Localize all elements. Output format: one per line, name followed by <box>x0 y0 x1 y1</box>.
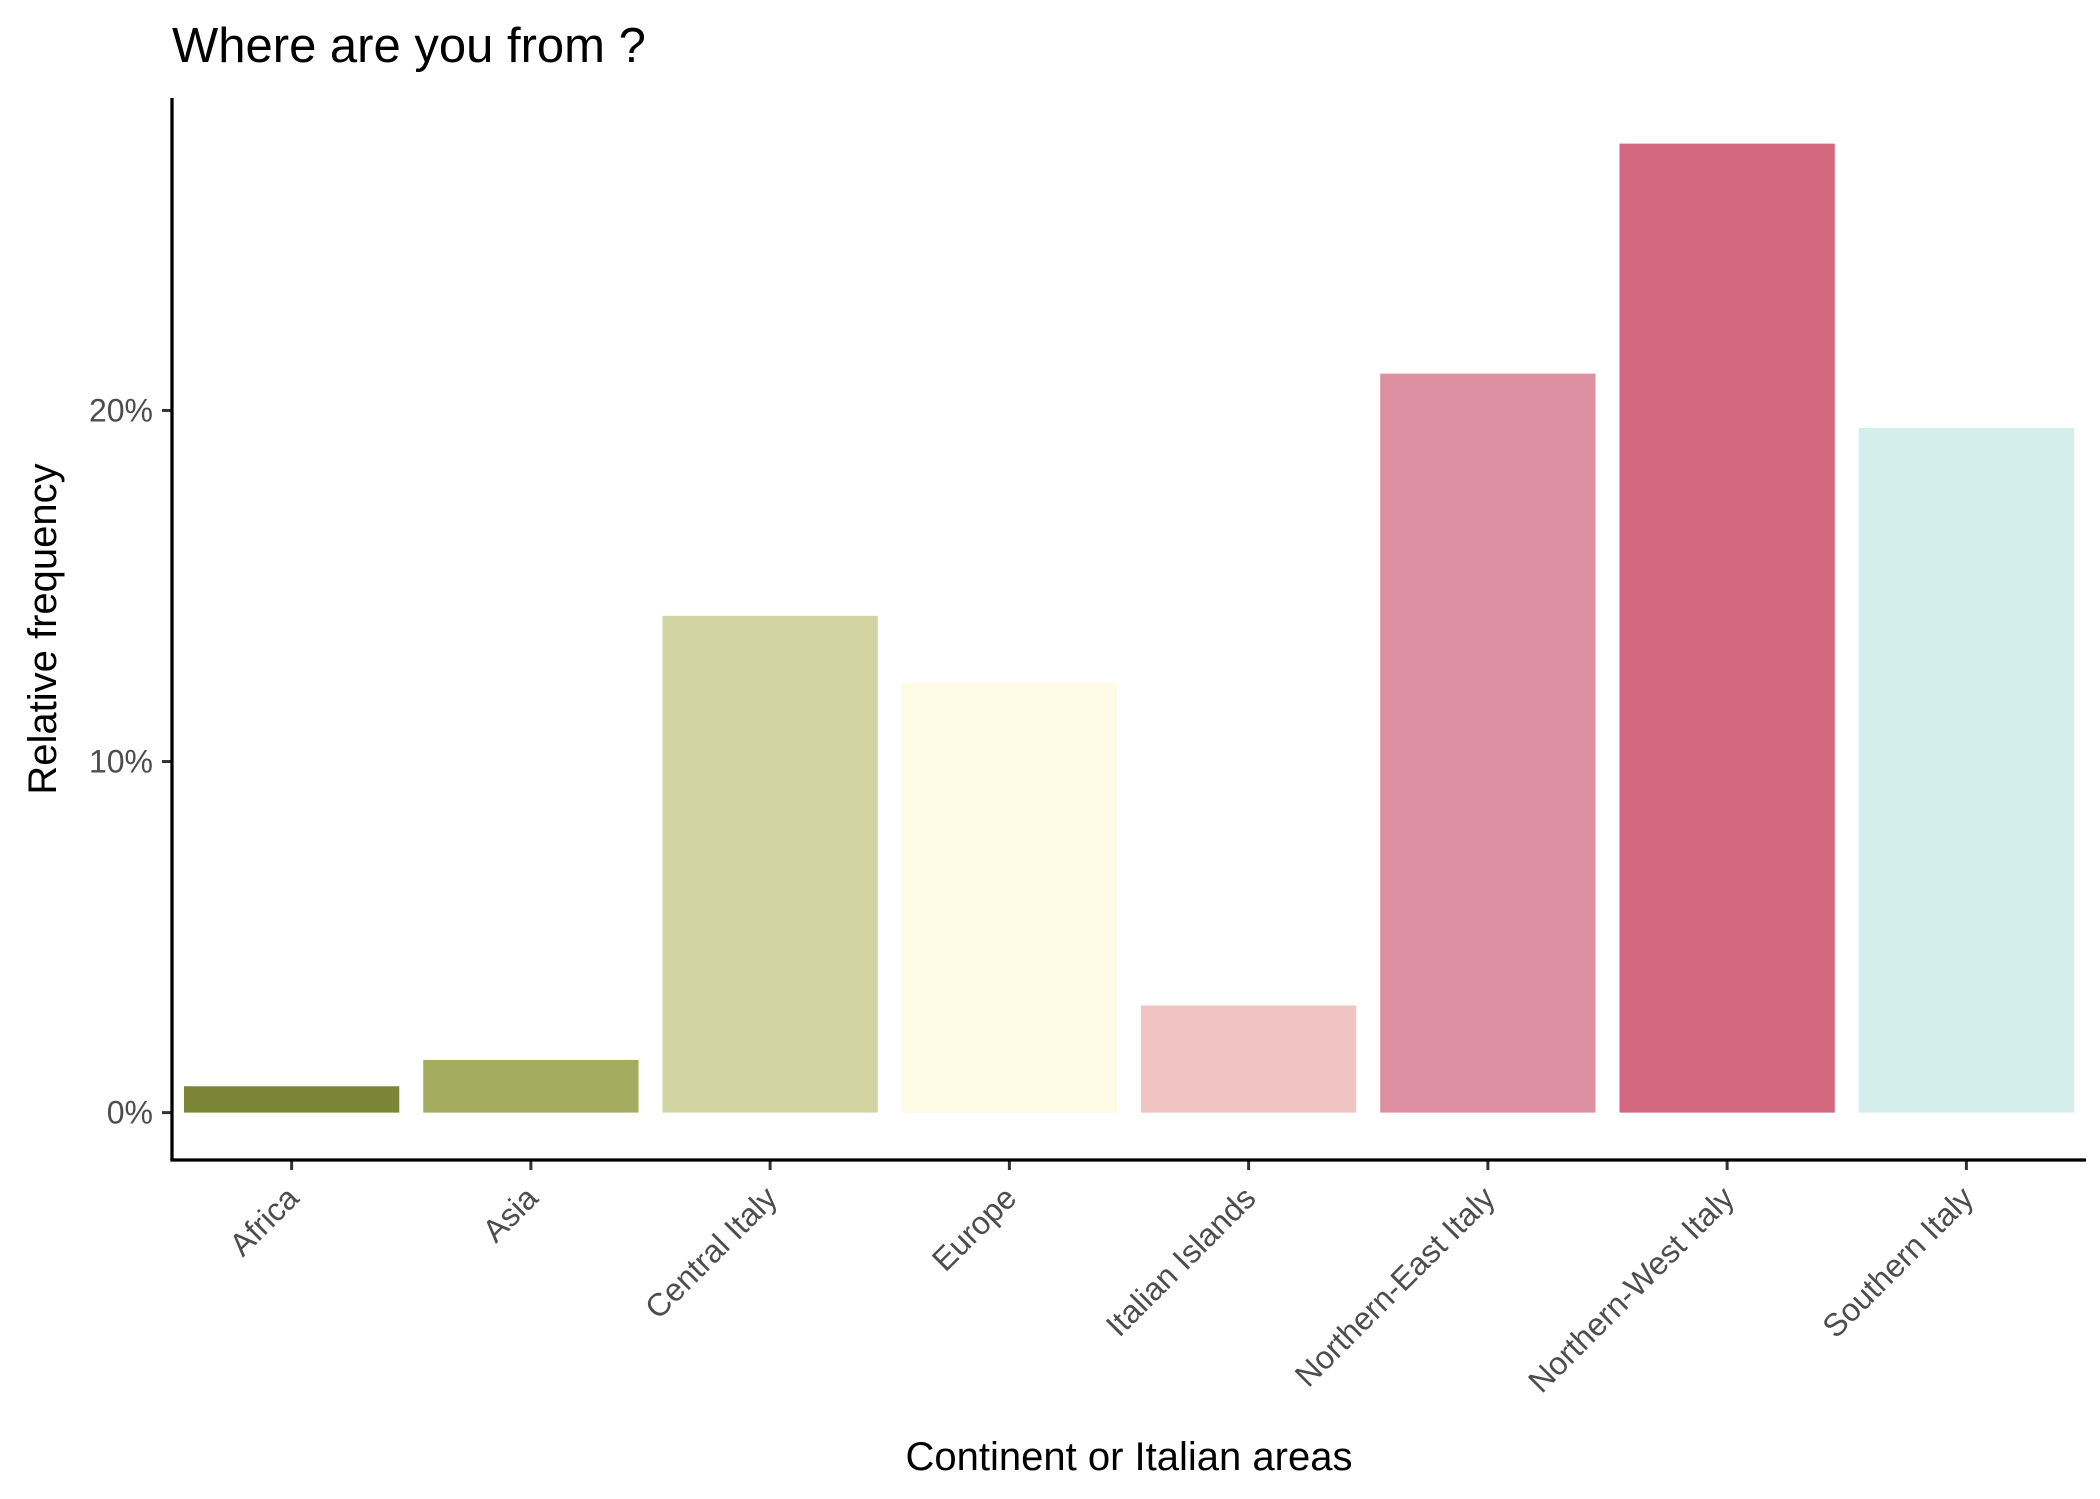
y-axis-title: Relative frequency <box>21 463 65 794</box>
bar-northern-east-italy <box>1380 373 1596 1113</box>
x-tick-label-italian-islands: Italian Islands <box>1099 1179 1263 1343</box>
x-tick-label-northern-east-italy: Northern-East Italy <box>1288 1179 1502 1393</box>
bar-southern-italy <box>1858 428 2075 1113</box>
bar-europe <box>901 682 1118 1113</box>
y-axis-ticks: 0% 10% 20% <box>89 392 172 1131</box>
chart-title: Where are you from ? <box>172 19 646 73</box>
x-tick-label-africa: Africa <box>222 1179 305 1262</box>
bar-central-italy <box>662 615 878 1113</box>
x-tick-label-asia: Asia <box>475 1179 545 1249</box>
bar-asia <box>423 1059 639 1113</box>
y-tick-label: 10% <box>89 744 153 780</box>
bars <box>183 143 2075 1113</box>
bar-italian-islands <box>1140 1005 1357 1113</box>
y-tick-label: 20% <box>89 392 153 428</box>
y-tick-label: 0% <box>107 1095 153 1131</box>
bar-africa <box>183 1086 400 1113</box>
x-axis-ticks: Africa Asia Central Italy Europe Italian Isl… <box>222 1160 1980 1399</box>
x-tick-label-northern-west-italy: Northern-West Italy <box>1521 1179 1741 1399</box>
x-tick-label-europe: Europe <box>925 1179 1023 1277</box>
bar-northern-west-italy <box>1619 143 1835 1113</box>
x-tick-label-central-italy: Central Italy <box>638 1179 784 1325</box>
x-tick-label-southern-italy: Southern Italy <box>1815 1179 1980 1344</box>
x-axis-title: Continent or Italian areas <box>906 1435 1353 1479</box>
